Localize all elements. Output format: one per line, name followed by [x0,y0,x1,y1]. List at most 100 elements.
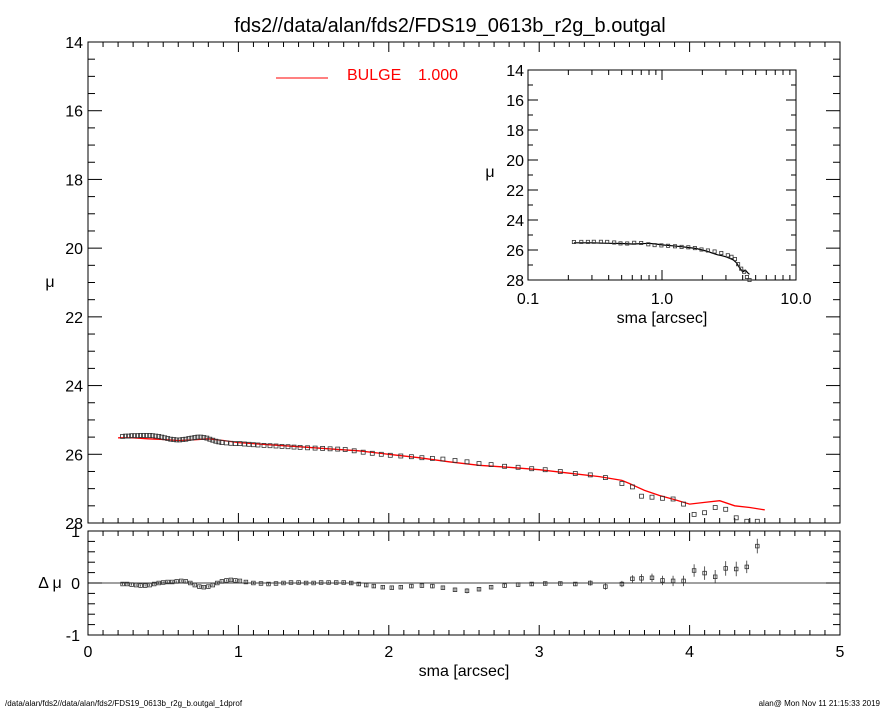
main-y-axis-label: μ [45,274,54,291]
data-point-marker [542,467,548,473]
residual-point-marker [124,581,130,587]
legend-bulge-value: 1.000 [418,67,458,84]
data-point-marker [228,440,234,446]
main-y-tick-label: 18 [65,172,83,189]
data-point-marker [744,518,750,524]
data-point-marker [305,445,311,451]
inset-data-point-marker [705,248,710,253]
residual-point-marker [210,582,215,588]
legend: BULGE 1.000 [276,67,458,84]
data-point-marker [452,458,458,463]
data-point-marker [207,436,213,442]
residual-point-marker [409,583,414,589]
residual-point-marker [603,584,608,589]
inset-data-point-marker [679,244,684,249]
inset-data-point-marker [632,240,637,245]
data-point-marker [216,439,222,445]
residual-point-marker [502,583,507,588]
data-point-marker [138,432,144,438]
data-point-marker [712,505,718,510]
data-point-marker [649,494,655,500]
data-point-marker [174,437,180,443]
residual-point-marker [333,580,339,585]
data-point-marker [123,433,128,439]
inset-y-tick-label: 18 [506,123,524,140]
residual-point-marker [219,579,225,584]
data-point-marker [132,433,138,439]
residual-point-marker [341,580,346,585]
residual-point-marker [311,580,316,586]
residual-point-marker [348,580,354,586]
data-point-marker [587,472,593,478]
data-point-marker [733,515,739,521]
data-point-marker [285,444,291,450]
data-point-marker [213,438,219,444]
inset-data-point-marker [666,243,671,248]
inset-data-point-marker [712,249,717,254]
x-tick-label: 4 [685,644,694,661]
data-point-marker [237,441,243,447]
data-point-marker [327,446,333,452]
data-point-marker [210,437,216,443]
x-axis-label: sma [arcsec] [419,663,510,680]
inset-data-point-marker [612,240,617,245]
residual-point-marker [243,579,249,585]
data-point-marker [297,444,303,450]
residual-point-marker [464,588,470,593]
data-point-marker [180,437,186,442]
inset-data-point-marker [744,274,749,279]
residual-point-marker [713,574,718,579]
residual-point-marker [363,582,369,588]
residual-point-marker [476,587,482,592]
inset-data-point-marker [739,266,744,271]
inset-data-point-marker [585,239,590,244]
inset-data-point-marker [736,262,741,267]
residual-data-marks [120,538,760,594]
residual-point-marker [266,581,271,587]
residual-point-marker [660,578,665,583]
data-point-marker [141,432,147,438]
main-y-tick-label: 16 [65,104,83,121]
data-point-marker [342,447,348,452]
data-point-marker [147,432,153,438]
inset-data-point-marker [686,245,691,250]
residual-point-marker [529,581,534,587]
data-point-marker [144,432,150,438]
data-point-marker [702,510,707,516]
data-point-marker [177,437,183,443]
data-point-marker [241,441,247,447]
residual-point-marker [639,576,644,581]
data-point-marker [198,434,204,440]
data-point-marker [630,484,635,490]
residual-point-marker [573,581,578,587]
residual-point-marker [192,582,197,588]
main-axis-ticks [87,41,841,524]
data-point-marker [273,443,279,449]
data-point-marker [159,434,165,440]
inset-data-point-marker [639,240,644,245]
residual-point-marker [215,580,220,586]
data-point-marker [232,441,238,447]
residual-point-marker [515,582,521,587]
data-point-marker [219,440,225,446]
residual-y-tick-label: 0 [71,576,80,593]
data-point-marker [171,437,177,442]
residual-point-marker [691,568,697,573]
residual-y-tick-label: 1 [71,524,80,541]
inset-y-tick-label: 20 [506,153,524,170]
residual-point-marker [430,583,435,589]
inset-y-tick-label: 28 [506,273,524,290]
data-point-marker [369,450,375,456]
residual-point-marker [380,585,385,590]
residual-point-marker [630,576,635,581]
inset-data-point-marker [598,239,603,244]
main-y-tick-labels: 14 16 18 20 22 24 26 28 [65,35,83,533]
data-point-marker [165,436,171,441]
residual-point-marker [288,580,294,585]
residual-point-marker [228,577,234,583]
data-point-marker [291,444,297,450]
data-point-marker [189,435,195,441]
main-data-marks [118,432,765,524]
data-point-marker [351,448,357,454]
data-point-marker [183,436,189,442]
